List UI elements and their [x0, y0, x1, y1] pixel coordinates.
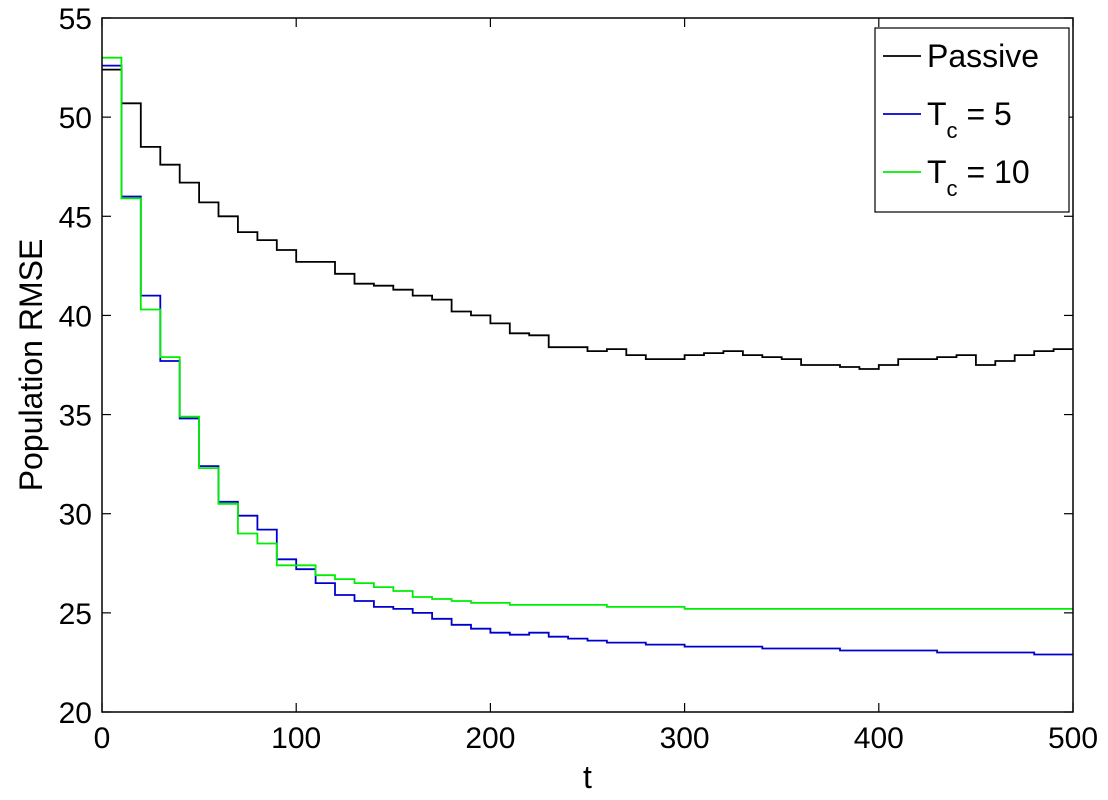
y-tick-label: 50: [59, 102, 92, 135]
axes-layer: 0 100 200 300 400 500 20 25 30 35 40 45 50 55: [59, 3, 1098, 755]
legend-box: [874, 27, 1070, 213]
x-tick-label: 500: [1048, 722, 1098, 755]
legend-label-main: T: [927, 96, 947, 132]
legend-label-main: Passive: [927, 38, 1039, 74]
legend-label-2: Tc = 10: [927, 154, 1030, 201]
y-tick-label: 30: [59, 499, 92, 532]
series-line-0: [102, 68, 1073, 370]
series-line-2: [102, 56, 1073, 610]
x-tick-label: 0: [94, 722, 111, 755]
x-tick-label: 100: [271, 722, 321, 755]
y-tick-label: 40: [59, 300, 92, 333]
y-tick-label: 35: [59, 400, 92, 433]
x-axis-title: t: [583, 759, 592, 795]
plot-frame: [101, 17, 1074, 713]
legend-label-subscript: c: [947, 118, 958, 143]
x-tick-label: 400: [854, 722, 904, 755]
legend-label-0: Passive: [927, 38, 1039, 74]
series-layer: [102, 56, 1073, 656]
legend-label-subscript: c: [947, 176, 958, 201]
legend-label-rest: = 10: [958, 154, 1030, 190]
y-tick-label: 20: [59, 697, 92, 730]
legend-label-1: Tc = 5: [927, 96, 1012, 143]
y-tick-label: 45: [59, 201, 92, 234]
y-tick-label: 55: [59, 3, 92, 36]
legend-label-main: T: [927, 154, 947, 190]
y-axis-title: Population RMSE: [13, 239, 49, 492]
legend-label-rest: = 5: [958, 96, 1012, 132]
x-tick-label: 200: [465, 722, 515, 755]
x-tick-label: 300: [660, 722, 710, 755]
y-tick-label: 25: [59, 598, 92, 631]
